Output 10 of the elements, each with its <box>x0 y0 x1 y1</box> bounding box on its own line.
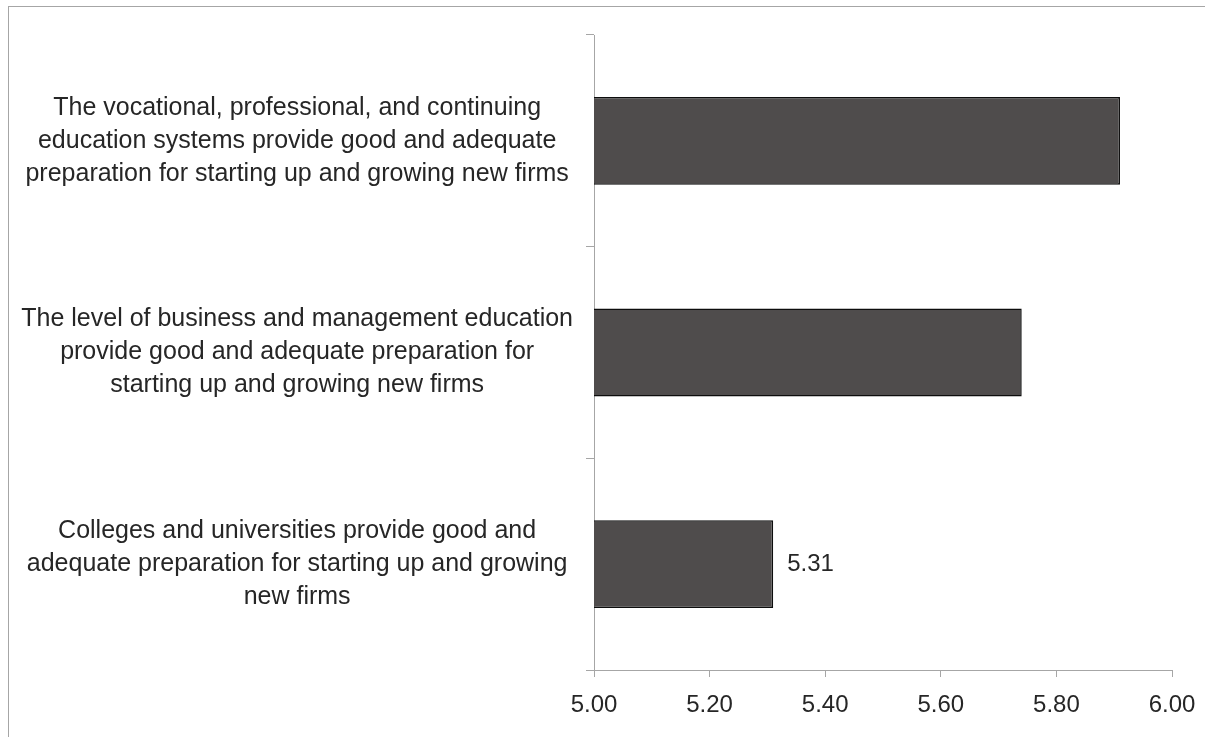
x-tick-label: 6.00 <box>1148 690 1196 718</box>
x-tick-label: 5.00 <box>570 690 618 718</box>
x-tick-label: 5.20 <box>686 690 733 718</box>
x-tick-label: 5.60 <box>917 690 965 718</box>
y-tick-label: The level of business and management education provide good and adequate preparation for starting up and growing new firms <box>21 303 573 398</box>
y-tick-label: The vocational, professional, and continuing education systems provide good and adequate preparation for starting up and growing new firms <box>25 91 569 186</box>
x-tick-label: 5.80 <box>1033 690 1080 718</box>
data-label: 5.31 <box>787 548 834 576</box>
y-tick-label: Colleges and universities provide good and adequate preparation for starting up and growing new firms <box>26 515 568 610</box>
x-tick-label: 5.40 <box>801 690 849 718</box>
